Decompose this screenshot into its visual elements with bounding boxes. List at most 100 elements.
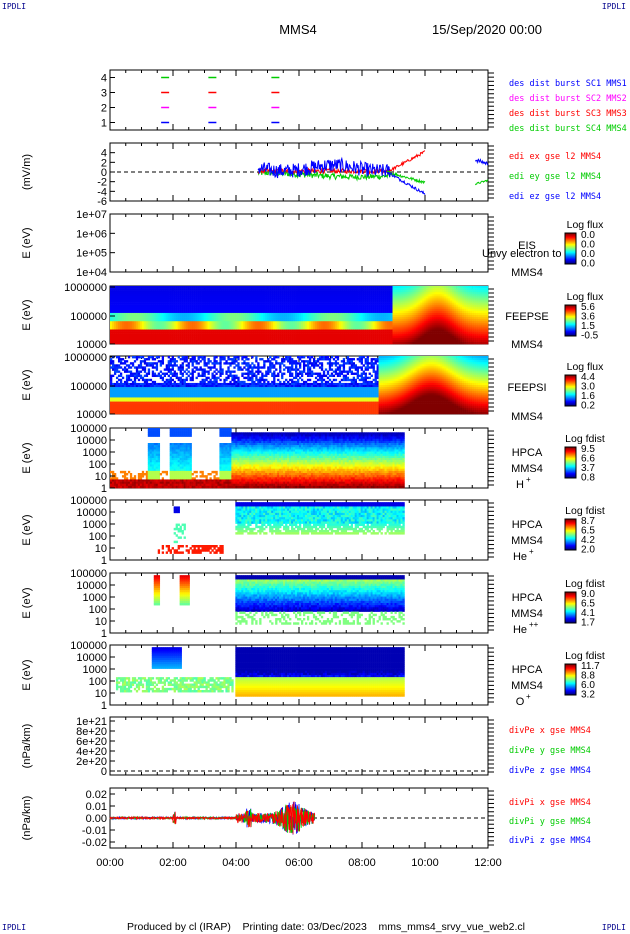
spectrogram-cell: [123, 302, 127, 305]
spectrogram-cell: [342, 333, 346, 337]
spectrogram-cell: [324, 298, 328, 301]
spectrogram-cell: [121, 310, 125, 314]
spectrogram-cell: [215, 325, 218, 328]
spectrogram-cell: [111, 329, 115, 332]
spectrogram-cell: [426, 296, 429, 299]
spectrogram-cell: [392, 323, 395, 326]
spectrogram-cell: [289, 306, 292, 310]
spectrogram-cell: [356, 290, 359, 293]
spectrogram-cell: [259, 298, 262, 301]
spectrogram-cell: [219, 323, 222, 326]
spectrogram-cell: [199, 312, 202, 316]
spectrogram-cell: [217, 286, 220, 289]
spectrogram-cell: [416, 323, 419, 326]
spectrogram-cell: [263, 292, 266, 295]
spectrogram-cell: [422, 333, 425, 337]
spectrogram-cell: [185, 327, 188, 330]
spectrogram-cell: [119, 300, 123, 303]
spectrogram-cell: [241, 294, 244, 297]
spectrogram-cell: [129, 323, 133, 326]
spectrogram-cell: [191, 325, 194, 328]
spectrogram-cell: [125, 296, 129, 299]
spectrogram-cell: [398, 329, 401, 332]
spectrogram-cell: [193, 310, 196, 314]
spectrogram-cell: [300, 286, 304, 289]
spectrogram-cell: [203, 317, 206, 320]
spectrogram-cell: [197, 323, 200, 326]
spectrogram-cell: [175, 300, 178, 303]
spectrogram-cell: [324, 341, 328, 345]
spectrogram-cell: [308, 302, 312, 305]
spectrogram-cell: [368, 321, 371, 324]
spectrogram-cell: [300, 329, 304, 332]
spectrogram-cell: [235, 304, 238, 308]
spectrogram-cell: [110, 341, 113, 345]
spectrogram-cell: [125, 290, 129, 293]
spectrogram-cell: [115, 315, 119, 318]
spectrogram-cell: [406, 290, 409, 293]
spectrogram-cell: [392, 294, 395, 297]
spectrogram-cell: [153, 341, 157, 345]
spectrogram-cell: [408, 304, 411, 308]
spectrogram-cell: [265, 329, 268, 332]
spectrogram-cell: [205, 333, 208, 337]
spectrogram-cell: [418, 333, 421, 337]
spectrogram-cell: [205, 308, 208, 312]
spectrogram-cell: [362, 310, 365, 314]
spectrogram-cell: [127, 306, 131, 310]
spectrogram-cell: [111, 331, 115, 334]
spectrogram-cell: [346, 302, 350, 305]
spectrogram-cell: [388, 296, 391, 299]
spectrogram-cell: [147, 290, 151, 293]
spectrogram-cell: [289, 331, 292, 334]
spectrogram-cell: [436, 296, 439, 299]
spectrogram-cell: [386, 333, 389, 337]
spectrogram-cell: [209, 300, 212, 303]
spectrogram-cell: [412, 290, 415, 293]
spectrogram-cell: [390, 333, 393, 337]
spectrogram-cell: [289, 341, 292, 345]
spectrogram-cell: [312, 341, 316, 345]
spectrogram-cell: [173, 323, 176, 326]
spectrogram-cell: [360, 290, 363, 293]
spectrogram-cell: [183, 317, 186, 320]
spectrogram-cell: [418, 294, 421, 297]
spectrogram-cell: [183, 327, 186, 330]
spectrogram-cell: [195, 288, 198, 291]
spectrogram-cell: [404, 308, 407, 312]
spectrogram-cell: [171, 315, 174, 318]
spectrogram-cell: [110, 317, 113, 320]
spectrogram-cell: [283, 286, 286, 289]
spectrogram-cell: [408, 335, 411, 339]
spectrogram-cell: [185, 286, 188, 289]
spectrogram-cell: [416, 306, 419, 310]
spectrogram-cell: [233, 286, 236, 289]
spectrogram-cell: [215, 315, 218, 318]
spectrogram-cell: [119, 331, 123, 334]
spectrogram-cell: [123, 298, 127, 301]
spectrogram-cell: [289, 298, 292, 301]
spectrogram-cell: [418, 302, 421, 305]
spectrogram-cell: [340, 321, 344, 324]
spectrogram-cell: [241, 306, 244, 310]
spectrogram-cell: [364, 337, 367, 341]
spectrogram-cell: [151, 310, 155, 314]
spectrogram-cell: [299, 337, 302, 341]
spectrogram-cell: [271, 290, 274, 293]
spectrogram-cell: [165, 308, 168, 312]
spectrogram-cell: [306, 312, 310, 316]
spectrogram-cell: [161, 296, 165, 299]
spectrogram-cell: [306, 306, 310, 310]
spectrogram-cell: [380, 341, 383, 345]
spectrogram-cell: [275, 304, 278, 308]
spectrogram-cell: [201, 292, 204, 295]
spectrogram-cell: [299, 329, 302, 332]
spectrogram-cell: [115, 325, 119, 328]
spectrogram-cell: [155, 308, 159, 312]
spectrogram-cell: [436, 298, 439, 301]
spectrogram-cell: [235, 315, 238, 318]
spectrogram-cell: [155, 333, 159, 337]
spectrogram-cell: [412, 296, 415, 299]
spectrogram-cell: [364, 323, 367, 326]
spectrogram-cell: [149, 312, 153, 316]
